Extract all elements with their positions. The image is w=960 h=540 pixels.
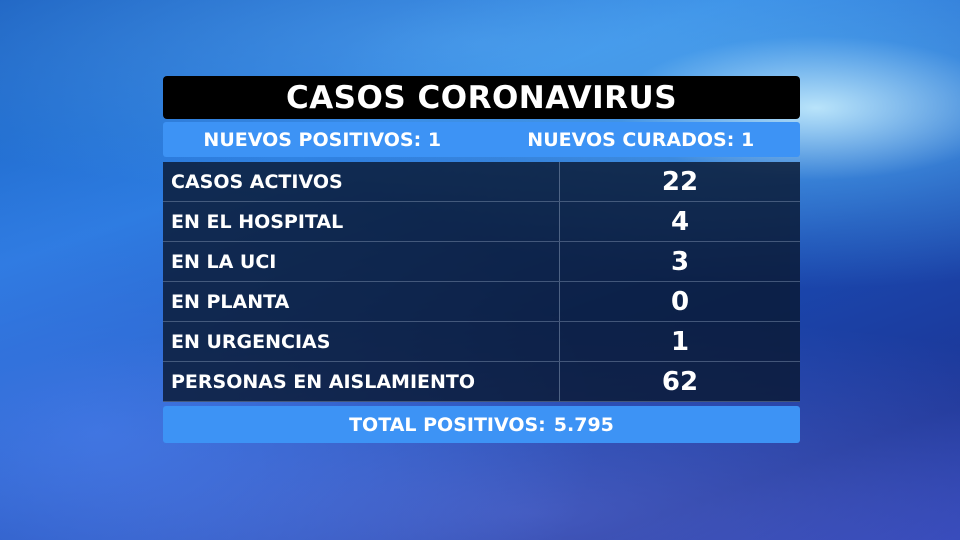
row-label: EN LA UCI — [163, 242, 560, 281]
total-positives-bar: TOTAL POSITIVOS: 5.795 — [163, 406, 800, 443]
row-label: EN PLANTA — [163, 282, 560, 321]
row-value: 4 — [670, 206, 690, 237]
total-label: TOTAL POSITIVOS: — [349, 413, 546, 436]
row-label: CASOS ACTIVOS — [163, 162, 560, 201]
row-value: 3 — [670, 246, 690, 277]
summary-bar: NUEVOS POSITIVOS: 1 NUEVOS CURADOS: 1 — [163, 122, 800, 157]
row-label: PERSONAS EN AISLAMIENTO — [163, 362, 560, 401]
table-row: EN URGENCIAS 1 — [163, 322, 800, 362]
row-value: 0 — [670, 286, 690, 317]
new-cured: NUEVOS CURADOS: 1 — [527, 128, 755, 151]
table-row: EN PLANTA 0 — [163, 282, 800, 322]
table-row: PERSONAS EN AISLAMIENTO 62 — [163, 362, 800, 402]
panel-title: CASOS CORONAVIRUS — [163, 76, 800, 119]
row-value: 22 — [661, 166, 699, 197]
table-row: EN LA UCI 3 — [163, 242, 800, 282]
table-row: CASOS ACTIVOS 22 — [163, 162, 800, 202]
stats-table: CASOS ACTIVOS 22 EN EL HOSPITAL 4 EN LA UC… — [163, 162, 800, 402]
new-positives: NUEVOS POSITIVOS: 1 — [203, 128, 442, 151]
coronavirus-stats-panel: CASOS CORONAVIRUS NUEVOS POSITIVOS: 1 NU… — [163, 76, 800, 443]
row-value: 1 — [670, 326, 690, 357]
row-label: EN EL HOSPITAL — [163, 202, 560, 241]
table-row: EN EL HOSPITAL 4 — [163, 202, 800, 242]
row-value: 62 — [661, 366, 699, 397]
total-value: 5.795 — [553, 413, 614, 436]
row-label: EN URGENCIAS — [163, 322, 560, 361]
